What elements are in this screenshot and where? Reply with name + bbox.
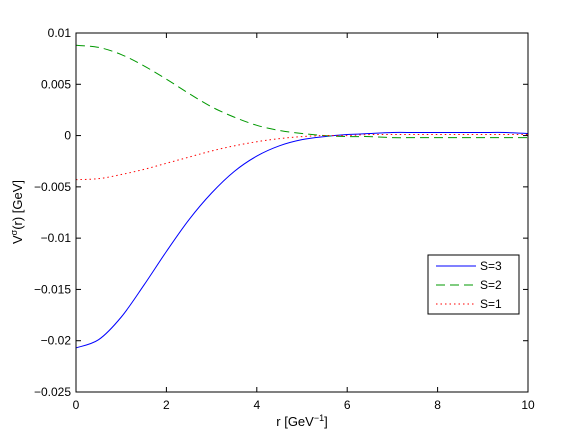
ticks-layer: 0 2 4 6 8 10 −0.025 −0.02 −0.015 −0.01 −0.005 0 0.00… xyxy=(34,26,535,412)
x-tick-label: 0 xyxy=(73,398,80,412)
y-tick-label: −0.015 xyxy=(34,282,71,296)
series-line-s-1 xyxy=(75,133,528,181)
series-line-s-2 xyxy=(75,44,528,139)
y-tick-label: 0.005 xyxy=(41,77,71,91)
y-axis-label: Vσ(r) [GeV] xyxy=(9,180,25,244)
series-line-s-3 xyxy=(75,131,529,349)
series-layer xyxy=(75,44,529,349)
plot-frame xyxy=(75,32,529,393)
x-tick-label: 4 xyxy=(253,398,260,412)
y-tick-label: 0 xyxy=(64,129,71,143)
y-tick-label: −0.025 xyxy=(34,385,71,399)
legend-label: S=3 xyxy=(480,259,502,273)
legend: S=3 S=2 S=1 xyxy=(427,254,520,315)
x-axis-label: r [GeV−1] xyxy=(276,413,327,429)
x-tick-label: 2 xyxy=(163,398,170,412)
y-tick-label: −0.02 xyxy=(41,334,72,348)
y-tick-label: −0.01 xyxy=(41,231,72,245)
x-tick-label: 8 xyxy=(434,398,441,412)
legend-label: S=1 xyxy=(480,297,502,311)
y-tick-label: 0.01 xyxy=(48,26,72,40)
legend-label: S=2 xyxy=(480,278,502,292)
x-tick-label: 10 xyxy=(521,398,535,412)
x-tick-label: 6 xyxy=(344,398,351,412)
y-tick-label: −0.005 xyxy=(34,180,71,194)
plot-area xyxy=(76,33,528,392)
